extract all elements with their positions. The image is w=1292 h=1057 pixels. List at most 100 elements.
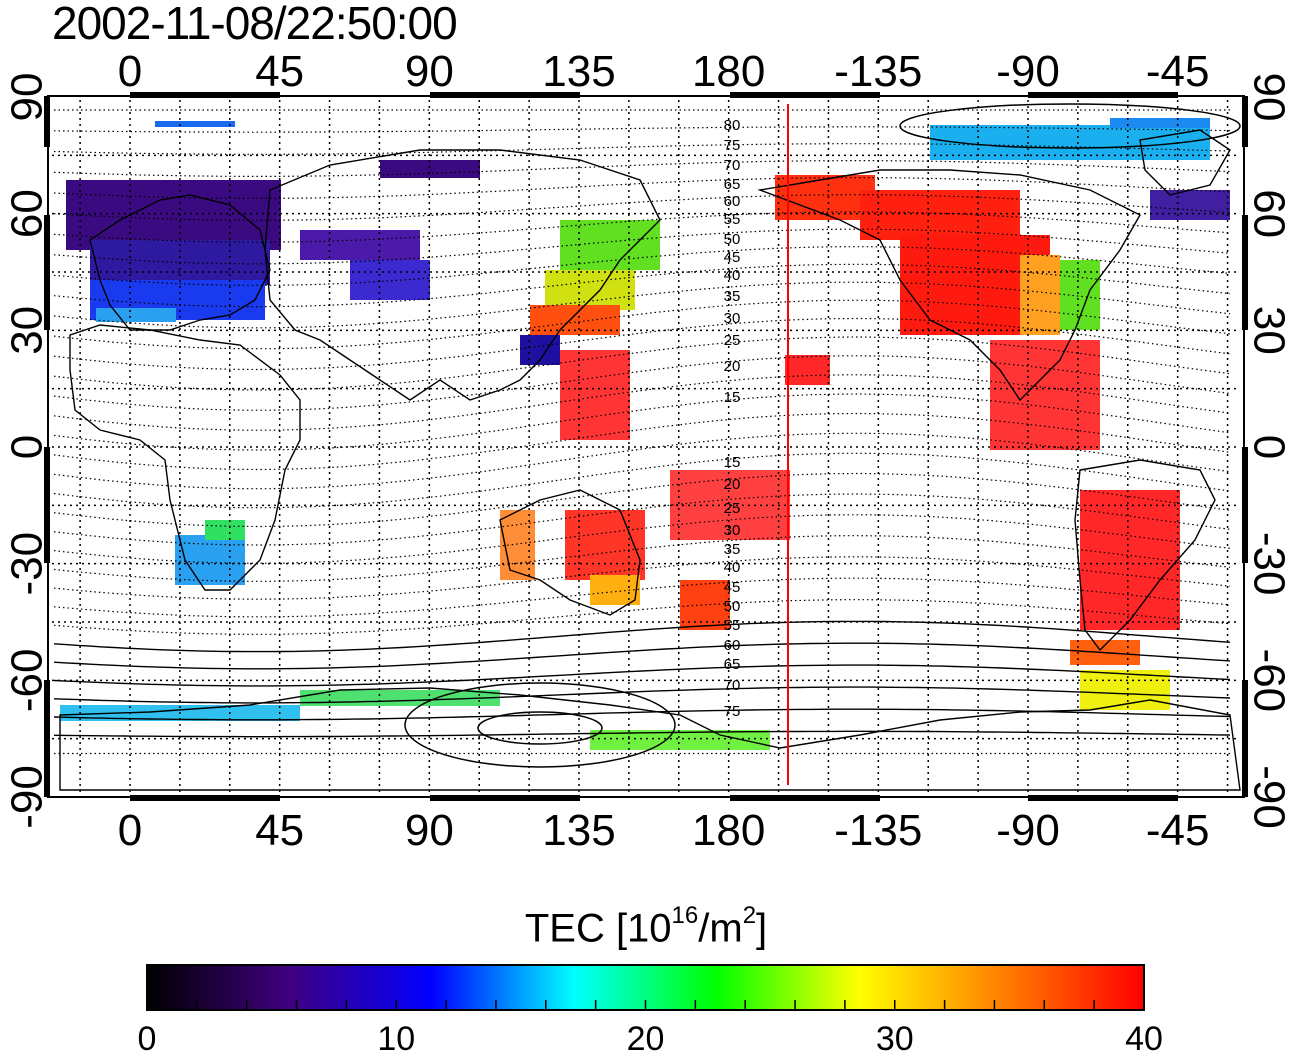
timestamp-title: 2002-11-08/22:50:00	[52, 0, 458, 49]
contour-line	[53, 535, 1231, 582]
tec-patch-pacific-west	[560, 350, 630, 440]
contour-labels: 8075706560555045403530252015152025303540…	[724, 117, 741, 720]
tec-patch-usa-gradient	[1020, 255, 1060, 335]
map-border	[47, 95, 1245, 798]
contour-label: 65	[724, 656, 741, 673]
frame-bar-bottom	[430, 795, 580, 801]
contour-line	[53, 299, 1231, 350]
north-pole-contour	[899, 103, 1241, 149]
contour-line	[53, 336, 1231, 391]
coastline	[89, 194, 271, 331]
tec-patch-canada-west	[860, 190, 1020, 240]
top-lon-label: 45	[255, 47, 304, 96]
contour-label: 75	[724, 703, 741, 720]
south-pole-contour	[404, 682, 676, 768]
contour-line	[53, 664, 1231, 687]
coastlines	[59, 129, 1241, 791]
top-lon-label: 0	[118, 47, 142, 96]
top-lon-label: 135	[542, 47, 615, 96]
top-lon-label: -45	[1146, 47, 1210, 96]
tec-patch-siberia-north	[380, 160, 480, 178]
contour-label: 25	[724, 500, 741, 517]
contour-line	[53, 228, 1231, 265]
coastline	[59, 687, 1241, 791]
contour-label: 40	[724, 267, 741, 284]
contour-label: 50	[724, 598, 741, 615]
contour-label: 30	[724, 310, 741, 327]
contour-line	[53, 263, 1231, 308]
contour-line	[53, 577, 1231, 618]
frame-bar-left	[44, 96, 50, 147]
bottom-lon-label: 135	[542, 806, 615, 855]
contour-label: 35	[724, 288, 741, 305]
bottom-lon-label: 45	[255, 806, 304, 855]
right-lat-label: 60	[1244, 189, 1292, 238]
tec-patch-europe-north	[66, 180, 281, 250]
frame-bar-top	[430, 92, 580, 98]
left-lat-label: 60	[3, 189, 52, 238]
contour-line	[53, 599, 1231, 635]
contour-label: 80	[724, 117, 741, 134]
tec-patch-pacific-hawaii	[785, 355, 830, 385]
contour-line	[53, 730, 1231, 738]
tec-patch-japan	[545, 270, 635, 310]
contour-line	[53, 493, 1231, 546]
colorbar-tick-label: 10	[377, 1020, 415, 1057]
contour-line	[53, 686, 1231, 704]
tec-patch-japan-north	[560, 220, 660, 270]
contour-label: 45	[724, 579, 741, 596]
contour-line	[53, 246, 1231, 286]
contour-label: 15	[724, 389, 741, 406]
bottom-lon-label: -90	[996, 806, 1060, 855]
contour-label: 40	[724, 559, 741, 576]
tec-patch-arctic-top	[155, 121, 235, 127]
frame-bar-right	[1242, 96, 1248, 147]
top-lon-label: 90	[405, 47, 454, 96]
frame-bar-bottom	[730, 795, 880, 801]
contour-line	[53, 317, 1231, 371]
contour-line	[53, 211, 1231, 243]
left-lat-label: -60	[3, 649, 52, 713]
tec-patch-greenland	[930, 125, 1210, 160]
contour-label: 25	[724, 332, 741, 349]
top-lon-label: -90	[996, 47, 1060, 96]
frame-bar-bottom	[1028, 795, 1178, 801]
contour-label: 20	[724, 476, 741, 493]
contour-label: 75	[724, 137, 741, 154]
contour-label: 55	[724, 211, 741, 228]
coastline	[1074, 459, 1216, 652]
tec-patch-scandinavia-cap	[1150, 190, 1230, 220]
bottom-lon-label: -135	[834, 806, 922, 855]
contour-line	[53, 355, 1231, 411]
left-lat-label: -90	[3, 765, 52, 829]
map-frame	[44, 92, 1248, 801]
contour-label: 55	[724, 617, 741, 634]
tec-patch-new-zealand	[680, 580, 730, 630]
tec-patch-southern-africa	[205, 520, 245, 540]
contour-label: 15	[724, 454, 741, 471]
contour-line	[53, 472, 1231, 528]
right-lat-label: -30	[1244, 532, 1292, 596]
right-lat-label: 0	[1244, 435, 1292, 459]
tec-patch-europe-edge	[96, 308, 176, 322]
frame-bar-top	[730, 92, 880, 98]
tec-patch-central-asia	[350, 260, 430, 300]
contour-label: 50	[724, 231, 741, 248]
frame-bar-right	[1242, 447, 1248, 563]
tec-patch-antarctica-east	[590, 730, 770, 750]
coastline	[1139, 129, 1231, 196]
contour-label: 60	[724, 193, 741, 210]
tec-patch-central-america	[990, 340, 1100, 450]
contour-label: 45	[724, 249, 741, 266]
top-lon-label: 180	[692, 47, 765, 96]
contour-line	[53, 556, 1231, 600]
colorbar-tick-label: 40	[1125, 1020, 1163, 1057]
frame-bar-left	[44, 680, 50, 797]
contour-line	[53, 160, 1231, 177]
contour-label: 30	[724, 522, 741, 539]
left-lat-label: 0	[3, 435, 52, 459]
frame-bar-right	[1242, 215, 1248, 330]
contour-line	[53, 642, 1231, 670]
tec-patch-australia-se	[590, 575, 640, 605]
contour-line	[53, 620, 1231, 653]
